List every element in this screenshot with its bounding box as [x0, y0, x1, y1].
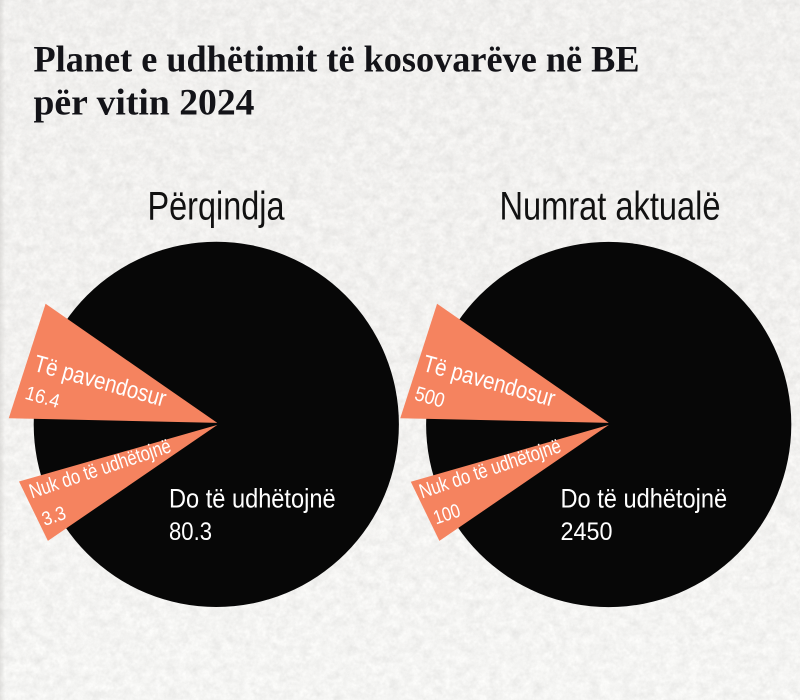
- svg-text:Planet e udhëtimit të kosovarë: Planet e udhëtimit të kosovarëve në BE: [34, 40, 640, 81]
- svg-text:Do të udhëtojnë: Do të udhëtojnë: [561, 483, 728, 513]
- svg-text:2450: 2450: [561, 518, 613, 546]
- svg-text:për vitin 2024: për vitin 2024: [34, 83, 255, 124]
- svg-text:Përqindja: Përqindja: [148, 185, 286, 229]
- svg-text:80.3: 80.3: [169, 518, 212, 546]
- svg-text:Do të udhëtojnë: Do të udhëtojnë: [169, 483, 336, 513]
- svg-text:Numrat aktualë: Numrat aktualë: [500, 185, 721, 229]
